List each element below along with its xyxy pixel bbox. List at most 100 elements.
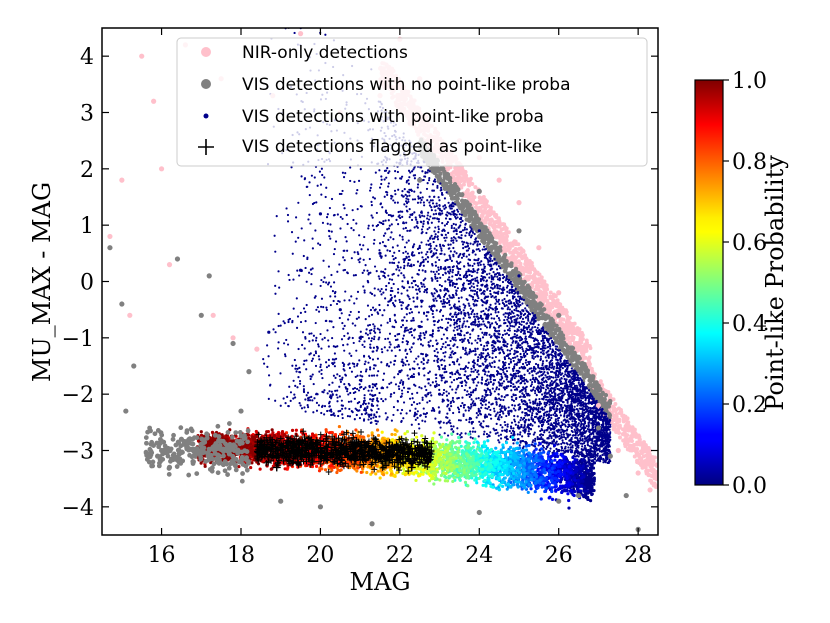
noproba-point <box>198 312 204 318</box>
x-tick-label: 28 <box>624 543 652 568</box>
noproba-point <box>166 464 173 470</box>
y-tick-label: 3 <box>80 102 94 127</box>
nir-point <box>516 200 522 206</box>
colorbar-tick-label: 0.8 <box>732 150 767 175</box>
proba-point <box>298 268 303 272</box>
bright-star-points <box>143 421 251 484</box>
colorbar-tick-label: 1.0 <box>732 69 767 94</box>
probability-band-bin <box>554 450 591 510</box>
nir-point <box>254 346 260 352</box>
probability-band-bin <box>530 450 565 493</box>
noproba-point <box>206 273 212 279</box>
legend-box <box>176 37 648 167</box>
noproba-point <box>158 447 165 454</box>
proba-point <box>477 409 481 413</box>
noproba-point <box>190 459 196 465</box>
noproba-point <box>230 340 236 347</box>
probability-band-bin <box>482 446 522 491</box>
y-tick-label: −1 <box>62 327 94 352</box>
legend-entry-nir: NIR-only detections <box>201 43 408 63</box>
proba-point <box>437 212 442 216</box>
noproba-point <box>476 509 482 516</box>
proba-point <box>497 347 501 351</box>
y-tick-label: 4 <box>80 45 94 70</box>
nir-point <box>635 470 641 476</box>
noproba-point <box>607 453 613 459</box>
flagged-point <box>256 440 265 449</box>
proba-point <box>338 308 342 312</box>
colorbar-tick-label: 0.0 <box>732 474 767 499</box>
legend-label-vis-noproba: VIS detections with no point-like proba <box>242 75 571 95</box>
x-tick-label: 20 <box>306 543 334 568</box>
nir-point <box>210 312 216 318</box>
plot-area: 16 18 20 22 24 26 28 −4 −3 −2 −1 0 1 2 3 4 <box>62 27 659 568</box>
legend-marker-flagged <box>198 139 214 155</box>
noproba-point <box>417 177 423 183</box>
flagged-point <box>376 452 384 461</box>
noproba-point <box>123 408 129 414</box>
probability-band-bin <box>357 429 405 477</box>
colorbar-tick-label: 0.2 <box>732 393 767 418</box>
legend-entry-flagged: VIS detections flagged as point-like <box>198 137 542 157</box>
colorbar-tick-label: 0.6 <box>732 231 767 256</box>
flagged-point <box>356 446 365 455</box>
noproba-point <box>131 363 137 369</box>
probability-band-bin <box>523 447 560 501</box>
noproba-point <box>579 363 586 369</box>
y-tick-label: 1 <box>80 214 94 239</box>
nir-point <box>119 177 125 183</box>
nir-point <box>139 53 145 59</box>
legend-entry-vis-noproba: VIS detections with no point-like proba <box>201 75 571 95</box>
legend-label-flagged: VIS detections flagged as point-like <box>242 137 542 157</box>
nir-point <box>166 262 173 268</box>
y-tick-label: −2 <box>62 383 94 408</box>
x-tick-label: 24 <box>465 543 493 568</box>
point-cloud-layer <box>143 28 658 510</box>
flagged-point <box>316 443 325 452</box>
nir-point <box>496 177 502 183</box>
proba-point <box>576 415 581 419</box>
colorbar-ticks: 0.0 0.2 0.4 0.6 0.8 1.0 <box>723 69 767 499</box>
nir-point <box>297 31 304 37</box>
colorbar-label: Point-like Probability <box>761 155 789 411</box>
legend-entry-vis-proba: VIS detections with point-like proba <box>203 107 544 127</box>
noproba-point <box>246 369 252 375</box>
flagged-point <box>284 438 293 447</box>
proba-point <box>378 251 382 255</box>
nir-point <box>575 340 582 347</box>
y-axis-label: MU_MAX - MAG <box>28 182 56 382</box>
nir-point <box>536 245 542 251</box>
proba-point <box>596 437 601 441</box>
noproba-point <box>516 228 522 234</box>
noproba-point <box>556 312 562 318</box>
nir-point <box>127 312 133 318</box>
y-tick-label: −3 <box>62 440 94 465</box>
proba-point <box>398 370 402 374</box>
flagged-point <box>336 449 345 458</box>
noproba-point <box>278 498 284 504</box>
flagged-point <box>407 463 416 472</box>
point-like-proba-cloud <box>262 28 612 465</box>
flagged-crosses <box>254 428 435 475</box>
noproba-point <box>119 301 125 307</box>
nir-point <box>107 233 113 240</box>
proba-point <box>457 308 462 312</box>
y-tick-label: −4 <box>62 496 94 521</box>
colorbar-gradient <box>694 79 724 486</box>
noproba-point <box>476 188 482 194</box>
proba-point <box>517 426 521 430</box>
nir-point <box>595 402 602 409</box>
proba-point <box>517 274 521 278</box>
noproba-point <box>575 492 582 499</box>
noproba-point <box>317 504 324 510</box>
proba-point <box>437 392 442 396</box>
legend-label-nir: NIR-only detections <box>242 43 408 63</box>
legend-label-vis-proba: VIS detections with point-like proba <box>242 107 544 127</box>
noproba-point <box>107 245 113 251</box>
nir-point <box>615 447 621 454</box>
nir-fringe-points <box>378 61 658 490</box>
noproba-point <box>155 453 161 459</box>
flagged-point <box>348 438 357 447</box>
noproba-point <box>444 171 451 178</box>
